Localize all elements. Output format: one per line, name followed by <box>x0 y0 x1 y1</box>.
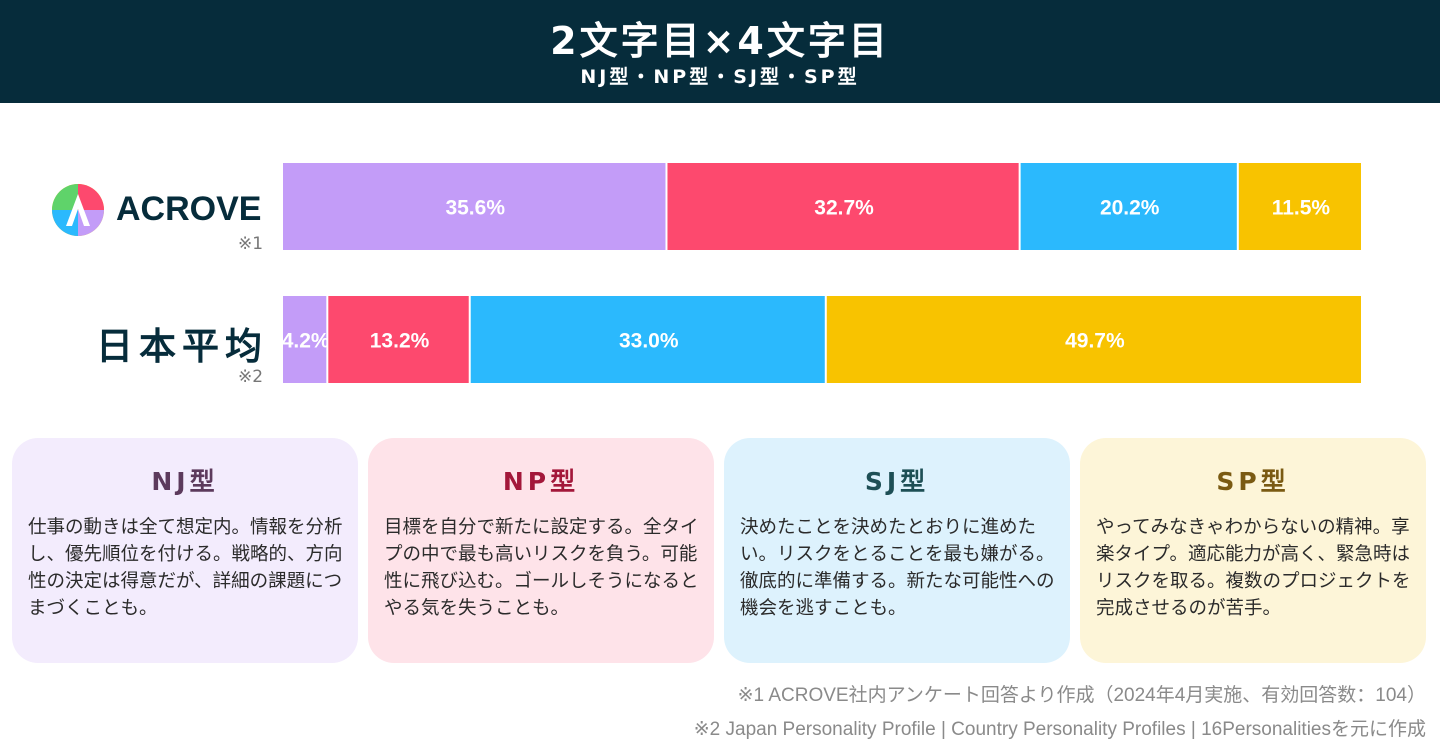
acrove-logo: ACROVE <box>50 180 270 240</box>
bar-nj-acrove <box>283 163 666 250</box>
bar-label-nj-acrove: 35.6% <box>445 197 505 220</box>
footnote-1: ※1 ACROVE社内アンケート回答より作成（2024年4月実施、有効回答数：1… <box>737 685 1426 706</box>
card-title-nj: NJ型 <box>151 467 219 496</box>
acrove-logo-text: ACROVE <box>116 190 262 228</box>
card-title-sp: SP型 <box>1216 467 1290 496</box>
bar-sj-acrove <box>1020 163 1237 250</box>
bar-label-sp-acrove: 11.5% <box>1272 197 1331 220</box>
bar-label-np-acrove: 32.7% <box>814 197 874 220</box>
bar-np-acrove <box>667 163 1019 250</box>
stacked-bar-chart: 35.6% 32.7% 20.2% 11.5% 4.2% 13.2% 33.0% 49.7% <box>282 163 1361 383</box>
japan-note: ※2 <box>238 367 264 387</box>
header-banner: 2文字目×4文字目 NJ型・NP型・SJ型・SP型 <box>0 0 1440 103</box>
bar-nj-japan <box>283 296 327 383</box>
card-nj: NJ型仕事の動きは全て想定内。情報を分析し、優先順位を付ける。戦略的、方向性の決… <box>12 438 358 663</box>
bar-sp-japan <box>826 296 1361 383</box>
acrove-logo-icon <box>52 184 104 236</box>
card-sp: SP型やってみなきゃわからないの精神。享楽タイプ。適応能力が高く、緊急時はリスク… <box>1080 438 1426 663</box>
bar-sj-japan <box>470 296 825 383</box>
chart-title: 2文字目×4文字目 <box>550 19 890 63</box>
bar-np-japan <box>328 296 469 383</box>
card-description-nj: 仕事の動きは全て想定内。情報を分析し、優先順位を付ける。戦略的、方向性の決定は得… <box>28 517 343 619</box>
chart-subtitle: NJ型・NP型・SJ型・SP型 <box>580 66 860 88</box>
bar-label-np-japan: 13.2% <box>370 330 430 353</box>
card-sj: SJ型決めたことを決めたとおりに進めたい。リスクをとることを最も嫌がる。徹底的に… <box>724 438 1070 663</box>
japan-average-label: 日本平均 <box>96 325 268 368</box>
card-title-sj: SJ型 <box>864 467 930 496</box>
bar-label-nj-japan: 4.2% <box>282 330 330 353</box>
bar-sp-acrove <box>1238 163 1361 250</box>
acrove-note: ※1 <box>238 234 264 254</box>
card-np: NP型目標を自分で新たに設定する。全タイプの中で最も高いリスクを負う。可能性に飛… <box>368 438 714 663</box>
card-description-sp: やってみなきゃわからないの精神。享楽タイプ。適応能力が高く、緊急時はリスクを取る… <box>1096 517 1411 619</box>
card-description-sj: 決めたことを決めたとおりに進めたい。リスクをとることを最も嫌がる。徹底的に準備す… <box>740 517 1055 619</box>
footnote-2: ※2 Japan Personality Profile | Country P… <box>693 719 1426 740</box>
bar-label-sj-japan: 33.0% <box>619 330 679 353</box>
bar-label-sp-japan: 49.7% <box>1065 330 1125 353</box>
bar-label-sj-acrove: 20.2% <box>1100 197 1160 220</box>
card-title-np: NP型 <box>502 467 580 496</box>
card-description-np: 目標を自分で新たに設定する。全タイプの中で最も高いリスクを負う。可能性に飛び込む… <box>384 517 699 619</box>
